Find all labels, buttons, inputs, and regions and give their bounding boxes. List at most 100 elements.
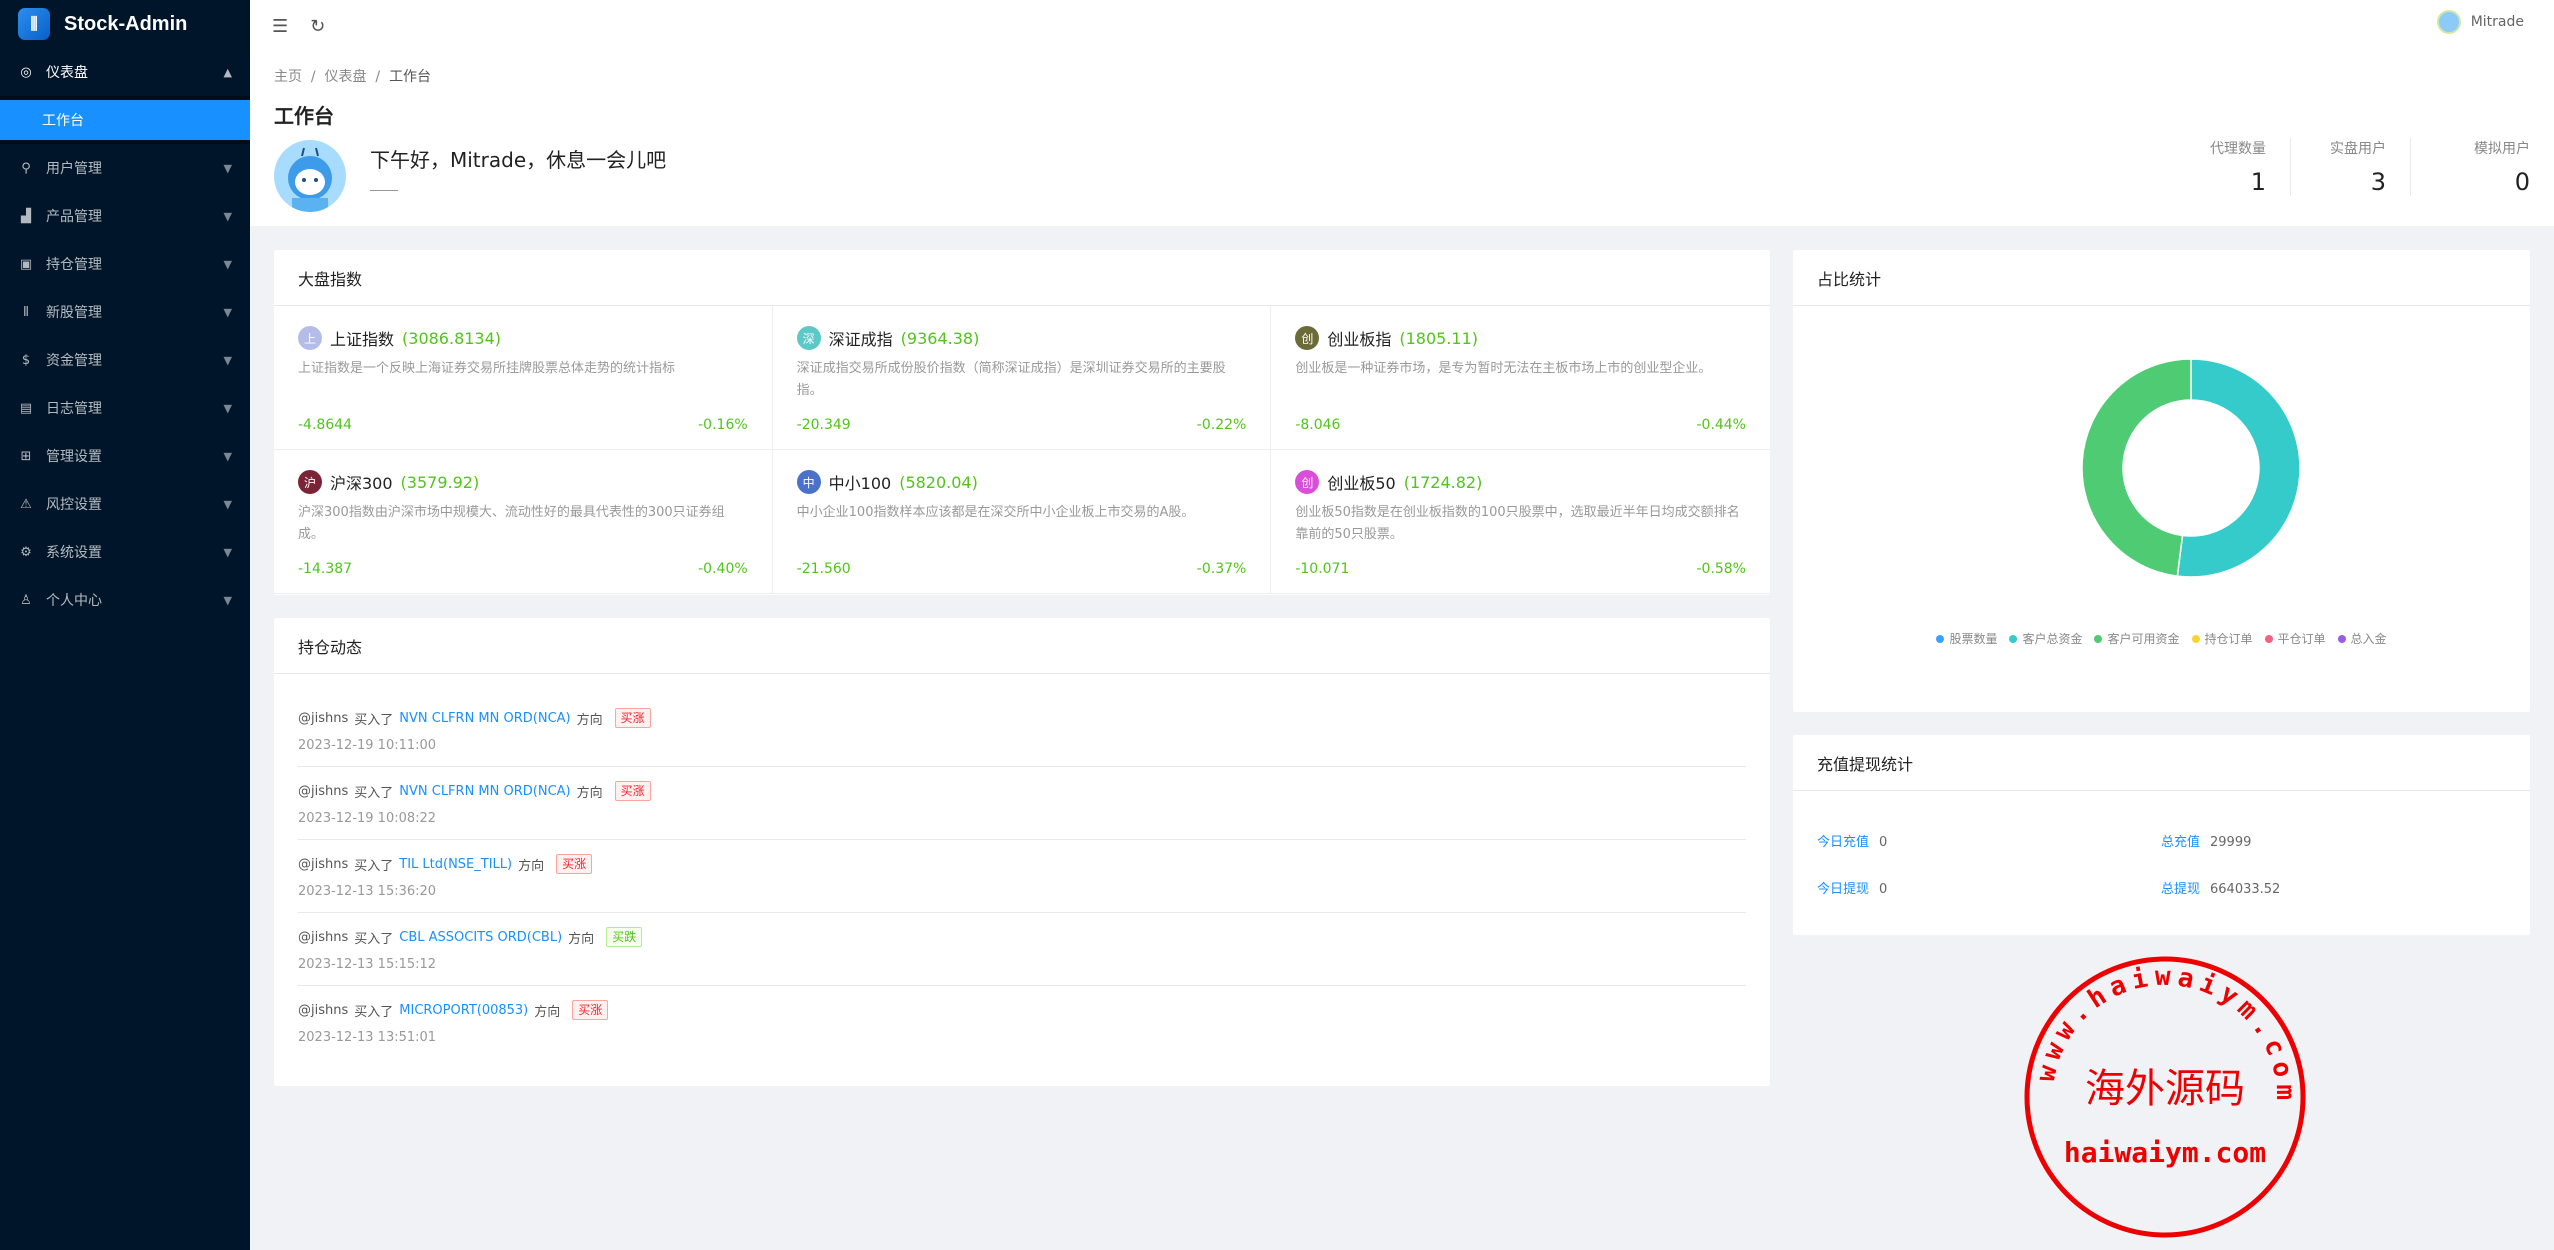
activity-stock-link[interactable]: TIL Ltd(NSE_TILL) [399,856,513,872]
activity-item: @jishns 买入了 MICROPORT(00853) 方向 买涨 2023-12-1… [298,986,1746,1059]
avatar [274,140,346,212]
index-badge-icon: 沪 [298,470,322,494]
legend-item[interactable]: 股票数量 [1936,630,1997,647]
sidebar-item[interactable]: ⫴ 新股管理 ▼ [0,288,250,336]
index-cell[interactable]: 沪沪深300 (3579.92) 沪深300指数由沪深市场中规模大、流动性好的最具… [274,450,773,594]
index-cell[interactable]: 创创业板指 (1805.11) 创业板是一种证券市场，是专为暂时无法在主板市场上市… [1271,306,1770,450]
index-desc: 沪深300指数由沪深市场中规模大、流动性好的最具代表性的300只证券组成。 [298,505,725,542]
sidebar-item-label: 个人中心 [46,593,102,609]
svg-text:www.haiwaiym.com: www.haiwaiym.com [2031,962,2300,1106]
market-card: 大盘指数 上上证指数 (3086.8134) 上证指数是一个反映上海证券交易所挂牌… [274,250,1770,595]
activity-stock-link[interactable]: MICROPORT(00853) [399,1002,529,1018]
index-change: -10.071 [1295,561,1350,577]
activity-time: 2023-12-19 10:11:00 [298,738,437,753]
sidebar-item-dashboard[interactable]: ◎ 仪表盘 ▲ [0,48,250,96]
index-badge-icon: 创 [1295,326,1320,350]
index-cell[interactable]: 上上证指数 (3086.8134) 上证指数是一个反映上海证券交易所挂牌股票总体走… [274,306,773,450]
activity-direction-label: 方向 [576,712,603,728]
legend-label: 客户可用资金 [2107,632,2180,646]
index-name: 上证指数 [330,330,395,349]
index-cell[interactable]: 创创业板50 (1724.82) 创业板50指数是在创业板指数的100只股票中，选… [1271,450,1770,594]
activity-item: @jishns 买入了 NVN CLFRN MN ORD(NCA) 方向 买涨 2023… [298,767,1746,840]
legend-item[interactable]: 总入金 [2337,630,2387,647]
index-desc: 深证成指交易所成份股价指数（简称深证成指）是深圳证券交易所的主要股指。 [796,361,1226,398]
activity-time: 2023-12-13 15:15:12 [298,957,437,972]
activity-direction-label: 方向 [534,1004,561,1020]
index-change: -8.046 [1295,417,1341,433]
sidebar-item-label: 仪表盘 [46,65,88,81]
logo[interactable]: ⫼ Stock-Admin [0,0,250,48]
legend-label: 总入金 [2350,632,2387,646]
index-value: (3086.8134) [402,328,502,348]
breadcrumb-dashboard[interactable]: 仪表盘 [324,69,367,85]
index-value: (1724.82) [1403,472,1483,492]
sidebar-item-label: 产品管理 [46,209,102,225]
activity-user: @jishns [298,856,349,872]
user-avatar [2436,10,2461,34]
direction-tag: 买涨 [614,781,651,801]
index-percent: -0.37% [1196,561,1247,577]
activity-verb: 买入了 [354,858,394,874]
index-badge-icon: 中 [796,470,821,494]
sidebar-item[interactable]: ⚲ 用户管理 ▼ [0,144,250,192]
index-cell[interactable]: 中中小100 (5820.04) 中小企业100指数样本应该都是在深交所中小企业板… [772,450,1272,594]
activity-stock-link[interactable]: CBL ASSOCITS ORD(CBL) [399,929,563,945]
index-value: (9364.38) [900,328,980,348]
activity-verb: 买入了 [354,1004,394,1020]
sidebar-item[interactable]: ⚙ 系统设置 ▼ [0,528,250,576]
sidebar: ⫼ Stock-Admin ◎ 仪表盘 ▲ 工作台 ⚲ 用户管理 ▼ ▟ 产品管理 ▼ ▣ 持… [0,0,250,1250]
top-header: ☰ ↻ Mitrade [250,0,2554,52]
index-desc: 中小企业100指数样本应该都是在深交所中小企业板上市交易的A股。 [796,505,1195,520]
chevron-down-icon: ▼ [223,305,232,319]
sidebar-item[interactable]: ♙ 个人中心 ▼ [0,576,250,624]
index-desc: 创业板50指数是在创业板指数的100只股票中，选取最近半年日均成交额排名靠前的5… [1295,505,1740,542]
app-name: Stock-Admin [64,12,188,35]
user-menu[interactable]: Mitrade [2436,10,2524,34]
sidebar-item-workbench[interactable]: 工作台 [0,100,250,140]
total-deposit: 总充值 29999 [2161,835,2252,850]
dollar-icon: $ [21,352,31,368]
legend-item[interactable]: 持仓订单 [2191,630,2253,647]
chevron-down-icon: ▼ [223,593,232,607]
legend-item[interactable]: 客户可用资金 [2094,630,2180,647]
chevron-down-icon: ▼ [223,257,232,271]
activity-stock-link[interactable]: NVN CLFRN MN ORD(NCA) [399,783,571,799]
sidebar-item[interactable]: ▟ 产品管理 ▼ [0,192,250,240]
sidebar-item[interactable]: ▣ 持仓管理 ▼ [0,240,250,288]
donut-slice-2[interactable] [2081,358,2192,577]
breadcrumb-home[interactable]: 主页 [274,69,302,85]
sidebar-item[interactable]: ⚠ 风控设置 ▼ [0,480,250,528]
sidebar-item[interactable]: ⊞ 管理设置 ▼ [0,432,250,480]
activity-verb: 买入了 [354,785,394,801]
chart-legend: 股票数量 客户总资金 客户可用资金 持仓订单 平仓订单 总入金 [1793,630,2530,647]
funds-title: 充值提现统计 [1793,735,2530,791]
stats: 代理数量 1 实盘用户 3 模拟用户 0 [2170,138,2530,196]
donut-slice-1[interactable] [2176,358,2301,578]
legend-item[interactable]: 客户总资金 [2009,630,2082,647]
index-name: 深证成指 [828,330,893,349]
menu-fold-icon[interactable]: ☰ [272,15,289,37]
reload-icon[interactable]: ↻ [310,15,326,37]
activity-user: @jishns [298,710,349,726]
breadcrumb: 主页 / 仪表盘 / 工作台 [274,69,432,85]
page-title: 工作台 [274,104,334,128]
index-cell[interactable]: 深深证成指 (9364.38) 深证成指交易所成份股价指数（简称深证成指）是深圳证… [772,306,1272,450]
sidebar-item[interactable]: ▤ 日志管理 ▼ [0,384,250,432]
control-icon: ⊞ [20,448,32,464]
direction-tag: 买涨 [614,708,651,728]
chevron-down-icon: ▼ [223,449,232,463]
activity-time: 2023-12-13 13:51:01 [298,1030,437,1045]
dashboard-icon: ◎ [20,64,32,80]
index-percent: -0.40% [698,561,748,577]
greeting: 下午好，Mitrade，休息一会儿吧 [370,148,667,172]
sidebar-item-label: 新股管理 [46,305,102,321]
legend-item[interactable]: 平仓订单 [2264,630,2326,647]
direction-tag: 买涨 [572,1000,609,1020]
activity-card: 持仓动态 @jishns 买入了 NVN CLFRN MN ORD(NCA) 方向 买涨… [274,618,1770,1086]
sidebar-item-label: 系统设置 [46,545,102,561]
index-change: -21.560 [796,561,851,577]
sidebar-item[interactable]: $ 资金管理 ▼ [0,336,250,384]
activity-stock-link[interactable]: NVN CLFRN MN ORD(NCA) [399,710,571,726]
legend-dot-icon [2337,634,2346,643]
activity-user: @jishns [298,783,349,799]
